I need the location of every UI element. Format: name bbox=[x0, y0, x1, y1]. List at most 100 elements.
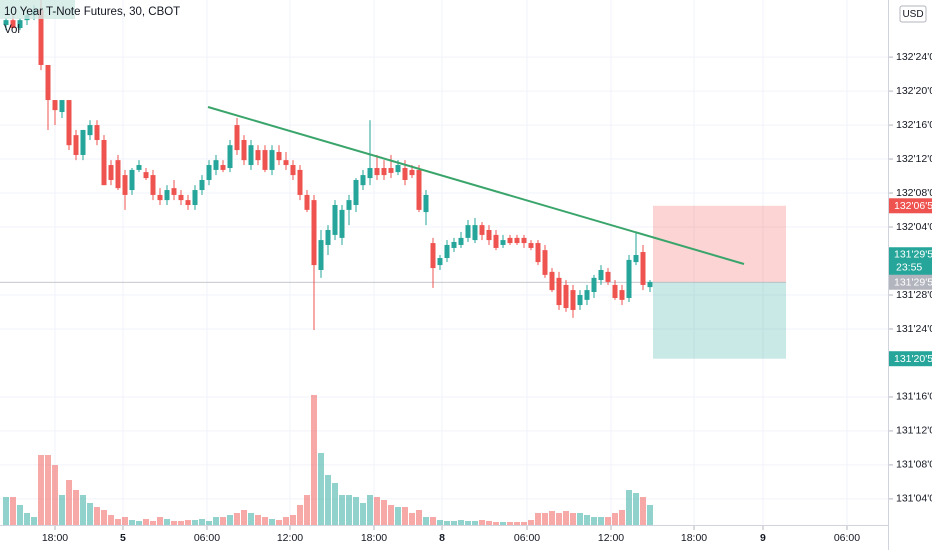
volume-bar bbox=[373, 497, 380, 525]
candle-body bbox=[486, 230, 492, 241]
volume-bar bbox=[72, 490, 79, 525]
y-tick-label: 132'12'0 bbox=[896, 153, 932, 165]
volume-bar bbox=[114, 519, 121, 525]
y-tick-label: 131'24'0 bbox=[896, 323, 932, 335]
volume-bar bbox=[331, 483, 338, 525]
volume-bar bbox=[576, 513, 583, 525]
volume-bar bbox=[289, 515, 296, 525]
candle-body bbox=[563, 284, 569, 309]
volume-bar bbox=[632, 493, 639, 525]
volume-bar bbox=[401, 507, 408, 525]
candle-body bbox=[150, 175, 156, 195]
volume-bar bbox=[464, 521, 471, 525]
volume-bar bbox=[590, 517, 597, 525]
y-tick-label: 131'08'0 bbox=[896, 459, 932, 471]
volume-bar bbox=[387, 505, 394, 525]
volume-bar bbox=[513, 522, 520, 525]
volume-bar bbox=[499, 522, 506, 525]
volume-bar bbox=[44, 455, 51, 525]
candle-body bbox=[395, 165, 401, 173]
volume-bar bbox=[394, 507, 401, 525]
candle-body bbox=[269, 150, 275, 170]
candle-body bbox=[3, 20, 9, 26]
x-tick-label: 9 bbox=[760, 532, 766, 544]
candle-body bbox=[633, 255, 639, 263]
volume-bar bbox=[65, 480, 72, 525]
volume-bar bbox=[107, 515, 114, 525]
candle-body bbox=[115, 160, 121, 189]
y-tick-label: 131'12'0 bbox=[896, 425, 932, 437]
volume-bar bbox=[611, 513, 618, 525]
volume-bar bbox=[443, 521, 450, 525]
volume-bar bbox=[254, 515, 261, 525]
volume-bar bbox=[212, 517, 219, 525]
volume-bar bbox=[534, 513, 541, 525]
volume-bar bbox=[163, 519, 170, 525]
volume-bar bbox=[604, 517, 611, 525]
volume-bar bbox=[485, 521, 492, 525]
currency-badge[interactable] bbox=[899, 5, 927, 23]
candle-body bbox=[605, 271, 611, 282]
candle-body bbox=[493, 234, 499, 248]
candle-body bbox=[535, 243, 541, 263]
candle-body bbox=[346, 200, 352, 210]
volume-bar bbox=[583, 515, 590, 525]
candle-body bbox=[157, 194, 163, 201]
candle-body bbox=[59, 100, 65, 113]
target-price-label-bg bbox=[889, 351, 932, 367]
candle-body bbox=[367, 168, 373, 179]
last-price-label: 131'29'5 bbox=[894, 249, 932, 261]
volume-bar bbox=[58, 495, 65, 525]
volume-bar bbox=[520, 522, 527, 525]
candle-body bbox=[66, 100, 72, 146]
candle-body bbox=[297, 169, 303, 195]
candle-body bbox=[122, 175, 128, 195]
volume-bar bbox=[310, 395, 317, 525]
x-tick-label: 18:00 bbox=[681, 532, 707, 544]
volume-bar bbox=[457, 520, 464, 525]
volume-bar bbox=[142, 519, 149, 525]
candle-body bbox=[38, 10, 44, 65]
candle-body bbox=[311, 200, 317, 266]
candle-body bbox=[248, 145, 254, 166]
candle-body bbox=[577, 294, 583, 306]
candle-body bbox=[542, 250, 548, 275]
volume-bar bbox=[128, 520, 135, 525]
volume-bar bbox=[86, 503, 93, 525]
x-tick-label: 8 bbox=[439, 532, 445, 544]
volume-bar bbox=[562, 511, 569, 525]
volume-bar bbox=[569, 513, 576, 525]
x-tick-label: 06:00 bbox=[834, 532, 860, 544]
candle-body bbox=[528, 243, 534, 248]
candle-body bbox=[325, 230, 331, 245]
stop-price-label: 132'06'5 bbox=[894, 200, 932, 212]
x-tick-label: 12:00 bbox=[277, 532, 303, 544]
candle-body bbox=[353, 179, 359, 205]
volume-bar bbox=[527, 520, 534, 525]
volume-bar bbox=[198, 519, 205, 525]
last-price-bg bbox=[889, 247, 932, 276]
volume-bar bbox=[23, 513, 30, 525]
candle-body bbox=[185, 200, 191, 205]
candle-body bbox=[199, 179, 205, 191]
volume-bar bbox=[240, 510, 247, 525]
x-tick-label: 12:00 bbox=[598, 532, 624, 544]
candle-body bbox=[556, 277, 562, 306]
candle-body bbox=[584, 290, 590, 300]
volume-bar bbox=[2, 497, 9, 525]
y-tick-label: 131'04'0 bbox=[896, 493, 932, 505]
chart-title: 10 Year T-Note Futures, 30, CBOT bbox=[4, 6, 180, 18]
candle-body bbox=[332, 204, 338, 235]
candle-body bbox=[73, 135, 79, 155]
candle-body bbox=[52, 100, 58, 111]
candle-body bbox=[626, 259, 632, 298]
volume-bar bbox=[450, 521, 457, 525]
currency: USD bbox=[902, 9, 923, 20]
candle-body bbox=[178, 194, 184, 201]
candle-body bbox=[374, 168, 380, 176]
volume-bar bbox=[345, 495, 352, 525]
candle-body bbox=[87, 125, 93, 136]
candle-body bbox=[514, 237, 520, 244]
candle-body bbox=[423, 194, 429, 213]
